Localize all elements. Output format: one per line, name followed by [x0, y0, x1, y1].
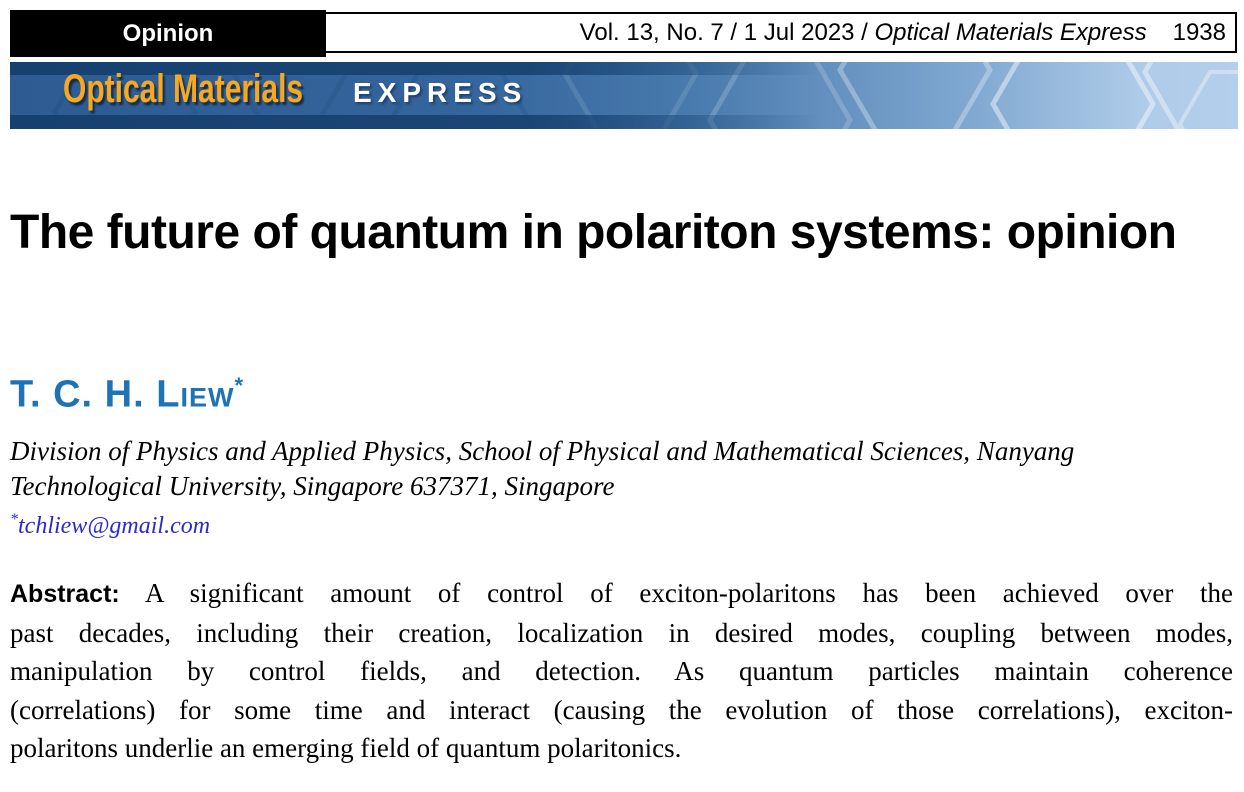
- citation-box: Vol. 13, No. 7 / 1 Jul 2023 / Optical Ma…: [324, 12, 1237, 53]
- author-name: T. C. H. Liew: [10, 373, 235, 416]
- email-marker: *: [10, 511, 18, 528]
- abstract-line: past decades, including their creation, …: [10, 617, 1233, 648]
- article-title: The future of quantum in polariton syste…: [10, 206, 1177, 259]
- abstract-section: Abstract: A significant amount of contro…: [10, 574, 1233, 768]
- author-affiliation-marker: *: [234, 373, 243, 398]
- logo-primary-wrap: Optical Materials: [63, 67, 343, 112]
- abstract-line: manipulation by control fields, and dete…: [10, 656, 1233, 687]
- article-type-tab: Opinion: [10, 10, 326, 57]
- logo-secondary-text: EXPRESS: [353, 77, 528, 108]
- journal-banner: Optical Materials EXPRESS: [10, 62, 1238, 129]
- journal-name: Optical Materials Express: [874, 18, 1147, 46]
- logo-primary-text: Optical Materials: [63, 67, 304, 111]
- author-line: T. C. H. Liew*: [10, 366, 1233, 415]
- abstract-line: Abstract: A significant amount of contro…: [10, 574, 1233, 614]
- abstract-text: A significant amount of control of excit…: [144, 578, 1234, 608]
- email-link[interactable]: tchliew@gmail.com: [18, 513, 211, 539]
- abstract-line: (correlations) for some time and interac…: [10, 694, 1233, 725]
- citation-prefix: Vol. 13, No. 7 / 1 Jul 2023 /: [579, 18, 875, 46]
- abstract-label: Abstract:: [10, 580, 120, 608]
- journal-logo: Optical Materials EXPRESS: [63, 67, 527, 112]
- abstract-line: polaritons underlie an emerging field of…: [10, 733, 682, 764]
- author-email-line: *tchliew@gmail.com: [10, 505, 1233, 541]
- author-affiliation: Division of Physics and Applied Physics,…: [10, 436, 1075, 501]
- article-type-label: Opinion: [122, 19, 214, 47]
- page-header: Vol. 13, No. 7 / 1 Jul 2023 / Optical Ma…: [10, 10, 1237, 57]
- page-number: 1938: [1172, 18, 1226, 46]
- banner-top-stripe: [10, 62, 1238, 75]
- citation-text: Vol. 13, No. 7 / 1 Jul 2023 / Optical Ma…: [580, 19, 1147, 47]
- banner-bottom-stripe: [10, 115, 1238, 129]
